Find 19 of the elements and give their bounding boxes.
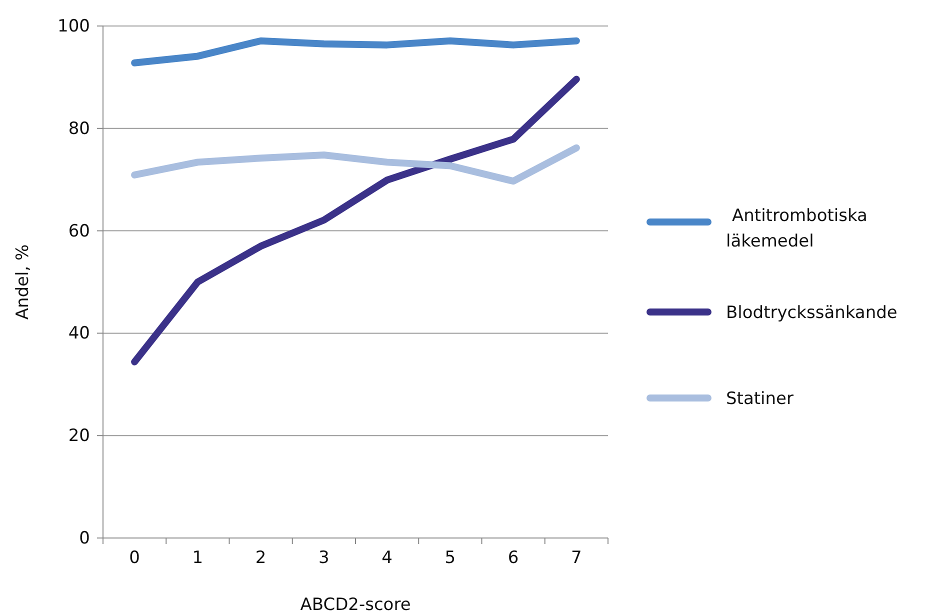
y-tick-label: 100 <box>58 16 90 36</box>
y-tick-label: 0 <box>79 528 90 548</box>
y-tick-label: 20 <box>68 426 90 446</box>
y-tick-label: 40 <box>68 324 90 344</box>
x-tick-label: 3 <box>318 548 330 568</box>
x-tick-label: 1 <box>192 548 204 568</box>
legend-label: Blodtryckssänkande <box>726 303 898 323</box>
x-tick-label: 2 <box>255 548 266 568</box>
y-tick-label: 80 <box>68 118 90 139</box>
x-tick-label: 5 <box>444 548 456 568</box>
legend-label: Antitrombotiska läkemedel <box>726 206 868 252</box>
x-tick-label: 4 <box>382 548 392 568</box>
x-tick-label: 6 <box>508 548 519 568</box>
legend-label: Statiner <box>726 389 794 409</box>
x-tick-label: 0 <box>129 548 140 568</box>
x-axis-title: ABCD2-score <box>300 595 411 615</box>
y-tick-label: 60 <box>68 221 90 242</box>
y-axis-title: Andel, % <box>13 244 33 320</box>
x-tick-label: 7 <box>571 548 582 568</box>
